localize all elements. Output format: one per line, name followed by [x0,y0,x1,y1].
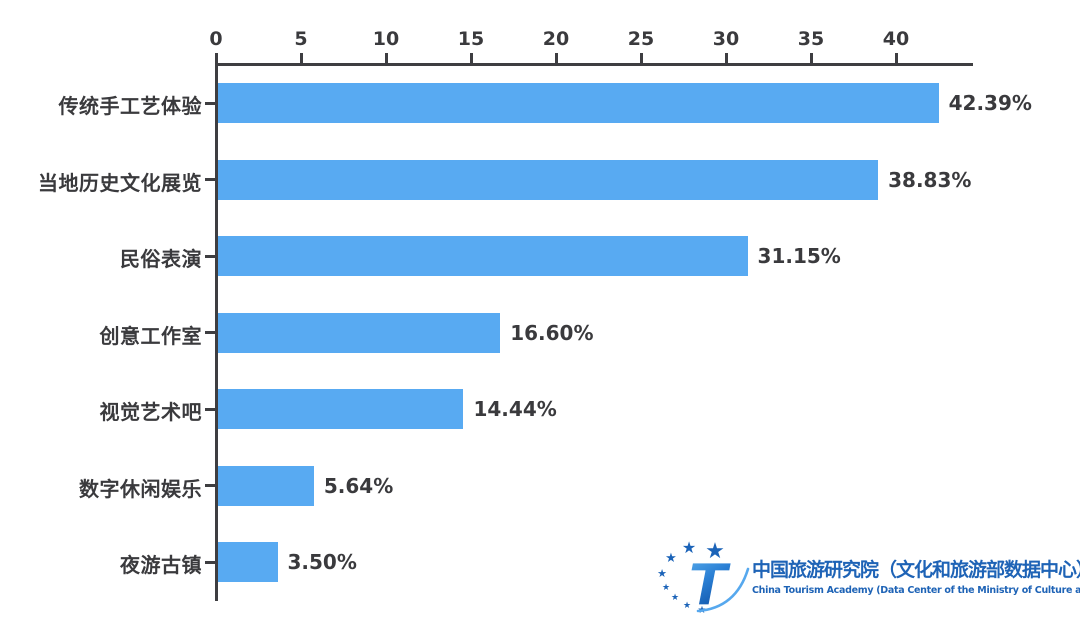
svg-text:★: ★ [662,583,670,593]
category-label: 创意工作室 [99,323,202,348]
svg-text:★: ★ [705,539,725,564]
china-tourism-academy-logo: ★ ★ ★ ★ ★ ★ ★ ★ T 中国旅游研究院（文化和旅游部数据中心） Ch… [652,531,1080,617]
y-tick [205,407,215,411]
x-tick-label: 35 [797,28,825,50]
svg-text:★: ★ [665,551,677,566]
bar [218,389,464,429]
value-label: 31.15% [757,244,841,268]
svg-text:★: ★ [682,538,696,557]
x-tick-label: 25 [627,28,655,50]
svg-text:★: ★ [671,593,679,603]
org-name-en: China Tourism Academy (Data Center of th… [752,585,1080,596]
x-tick-label: 30 [712,28,740,50]
value-label: 3.50% [287,550,357,574]
value-label: 38.83% [888,167,972,192]
bar [218,159,879,200]
bar [218,83,939,123]
svg-text:T: T [688,551,732,617]
y-axis-line [215,63,218,601]
y-tick [205,484,215,487]
category-label: 数字休闲娱乐 [79,476,202,501]
category-label: 传统手工艺体验 [58,94,202,118]
svg-text:★: ★ [683,601,691,611]
x-tick [384,53,388,63]
x-tick [809,53,813,63]
y-tick [205,560,215,564]
x-tick-label: 20 [542,28,570,50]
bar [218,542,278,582]
bar [218,312,501,353]
x-tick [639,53,643,63]
x-tick-label: 40 [882,28,910,50]
y-tick [205,178,215,181]
category-label: 夜游古镇 [120,553,202,577]
value-label: 16.60% [510,320,594,345]
logo-swoosh-icon [696,567,750,613]
y-tick [205,254,215,258]
x-tick-label: 15 [457,28,485,50]
x-tick-label: 5 [294,28,308,50]
x-tick [214,53,218,63]
value-label: 14.44% [473,397,557,421]
category-label: 民俗表演 [120,247,202,271]
x-axis-line [215,63,973,66]
x-tick-label: 0 [209,28,223,50]
org-name-cn: 中国旅游研究院（文化和旅游部数据中心） [752,559,1080,581]
bar [218,465,314,506]
y-tick [205,331,215,334]
x-tick [299,53,303,63]
x-tick [554,53,558,63]
bar [218,236,748,276]
x-tick [894,53,898,63]
category-label: 视觉艺术吧 [99,400,202,424]
x-tick [724,53,728,63]
svg-text:★: ★ [657,567,667,580]
x-tick [469,53,473,63]
value-label: 42.39% [948,91,1032,115]
category-label: 当地历史文化展览 [38,170,202,195]
logo-t-mark-icon: ★ ★ ★ ★ ★ ★ ★ ★ T [657,538,750,617]
logo-text: 中国旅游研究院（文化和旅游部数据中心） China Tourism Academ… [752,555,1080,596]
x-tick-label: 10 [372,28,400,50]
y-tick [205,101,215,105]
value-label: 5.64% [323,473,394,498]
